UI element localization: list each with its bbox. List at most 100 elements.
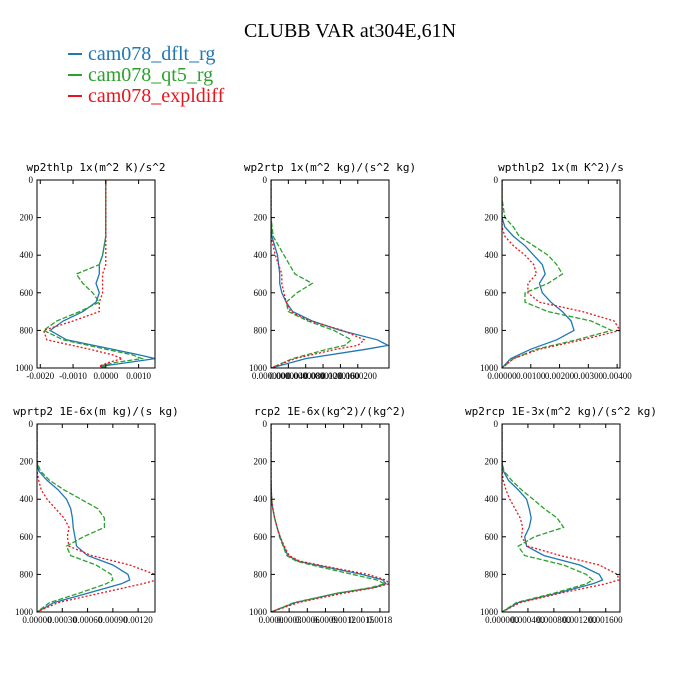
legend-item-qt5: cam078_qt5_rg [68, 65, 224, 86]
chart-title: rcp2 1E-6x(kg^2)/(kg^2) [254, 405, 406, 418]
x-tick-label: 0.00000 [487, 371, 517, 381]
x-tick-label: 0.00030 [48, 615, 78, 625]
y-tick-label: 400 [20, 494, 34, 504]
x-tick-label: 0.0000120 [304, 371, 343, 381]
x-tick-label: 0.000400 [511, 615, 545, 625]
y-tick-label: 800 [20, 569, 34, 579]
legend-label-dflt: cam078_dflt_rg [88, 43, 216, 65]
y-tick-label: 0 [494, 175, 499, 185]
x-tick-label: 0.001200 [563, 615, 597, 625]
y-tick-label: 400 [20, 250, 34, 260]
legend-label-qt5: cam078_qt5_rg [88, 64, 214, 86]
chart-panel-3: wpthlp2 1x(m K^2)/s020040060080010000.00… [480, 161, 632, 381]
y-tick-label: 800 [485, 325, 499, 335]
series-group [37, 424, 155, 612]
y-tick-label: 1000 [15, 363, 34, 373]
chart-panel-4: wprtp2 1E-6x(m kg)/(s kg)0 200 400 600 800 10… [13, 405, 179, 625]
series-line-2 [37, 424, 114, 612]
x-tick-label: 0.00200 [545, 371, 575, 381]
series-line-1 [271, 180, 389, 368]
legend-line-qt5 [68, 74, 82, 77]
y-tick-label: 200 [485, 213, 499, 223]
series-group [42, 180, 155, 368]
series-line-3 [37, 424, 155, 612]
series-line-2 [271, 180, 353, 368]
series-line-3 [271, 424, 389, 612]
x-tick-label: 0.0003 [277, 615, 302, 625]
y-tick-label: 0 [263, 175, 268, 185]
figure-title: CLUBB VAR at304E,61N [243, 20, 457, 42]
legend-line-dflt [68, 53, 82, 56]
y-tick-label: 600 [485, 532, 499, 542]
plot-frame [36, 423, 156, 613]
series-group [502, 424, 620, 612]
chart-title: wprtp2 1E-6x(m kg)/(s kg) [13, 405, 179, 418]
y-tick-label: 400 [485, 250, 499, 260]
x-tick-label: 0.00000 [22, 615, 52, 625]
y-tick-label: 800 [485, 569, 499, 579]
y-tick-label: 200 [254, 457, 268, 467]
x-tick-label: 0.0000160 [321, 371, 360, 381]
y-tick-label: 800 [20, 325, 34, 335]
y-tick-label: 0 [29, 175, 34, 185]
x-tick-label: 0.0000 [259, 615, 284, 625]
series-line-1 [37, 424, 131, 612]
series-line-3 [271, 180, 366, 368]
series-line-2 [502, 424, 594, 612]
series-group [271, 424, 389, 612]
x-tick-label: 0.00120 [124, 615, 154, 625]
y-tick-label: 1000 [480, 363, 499, 373]
plot-frame [501, 423, 621, 613]
x-tick-label: 0.0000080 [287, 371, 326, 381]
chart-panel-2: wp2rtp 1x(m^2 kg)/(s^2 kg)0 200 400 600 800 1… [244, 161, 416, 381]
series-line-2 [502, 180, 614, 368]
y-tick-label: 600 [20, 532, 34, 542]
chart-title: wp2thlp 1x(m^2 K)/s^2 [26, 161, 165, 174]
plot-frame [270, 423, 390, 613]
x-tick-label: 0.00400 [602, 371, 632, 381]
y-tick-label: 1000 [15, 607, 34, 617]
chart-panel-1: wp2thlp 1x(m^2 K)/s^202004006008001000-0… [15, 161, 166, 381]
plot-frame [270, 179, 390, 369]
x-tick-label: 0.0009 [313, 615, 338, 625]
series-line-3 [502, 424, 620, 612]
x-tick-label: 0.0000000 [252, 371, 291, 381]
y-tick-label: 200 [20, 457, 34, 467]
legend-item-dflt: cam078_dflt_rg [68, 44, 224, 65]
y-tick-label: 0 [263, 419, 268, 429]
chart-title: wp2rcp 1E-3x(m^2 kg)/(s^2 kg) [465, 405, 657, 418]
x-tick-label: 0.000800 [537, 615, 571, 625]
series-group [502, 180, 620, 368]
chart-panel-5: rcp2 1E-6x(kg^2)/(kg^2)0 200 400 600 800 1000… [249, 405, 406, 625]
x-tick-label: 0.000000 [485, 615, 519, 625]
series-line-2 [271, 424, 387, 612]
y-tick-label: 600 [254, 532, 268, 542]
x-tick-label: 0.0010 [126, 371, 151, 381]
y-tick-label: 1000 [249, 607, 268, 617]
series-line-3 [42, 180, 125, 368]
x-tick-label: -0.0020 [26, 371, 54, 381]
y-tick-label: 600 [254, 288, 268, 298]
series-group [271, 180, 389, 368]
y-tick-label: 1000 [480, 607, 499, 617]
y-tick-label: 200 [254, 213, 268, 223]
legend-line-expldiff [68, 95, 82, 98]
y-tick-label: 200 [485, 457, 499, 467]
y-tick-label: 600 [485, 288, 499, 298]
x-tick-label: 0.0000200 [339, 371, 378, 381]
x-tick-label: -0.0010 [59, 371, 87, 381]
x-tick-label: 0.0000040 [269, 371, 308, 381]
y-tick-label: 400 [485, 494, 499, 504]
x-tick-label: 0.0015 [349, 615, 374, 625]
plot-frame [501, 179, 621, 369]
chart-title: wpthlp2 1x(m K^2)/s [498, 161, 624, 174]
series-line-1 [502, 424, 604, 612]
y-tick-label: 0 [29, 419, 34, 429]
x-tick-label: 0.00100 [516, 371, 546, 381]
y-tick-label: 800 [254, 569, 268, 579]
x-tick-label: 0.0000 [93, 371, 118, 381]
y-tick-label: 0 [494, 419, 499, 429]
y-tick-label: 400 [254, 250, 268, 260]
y-tick-label: 200 [20, 213, 34, 223]
